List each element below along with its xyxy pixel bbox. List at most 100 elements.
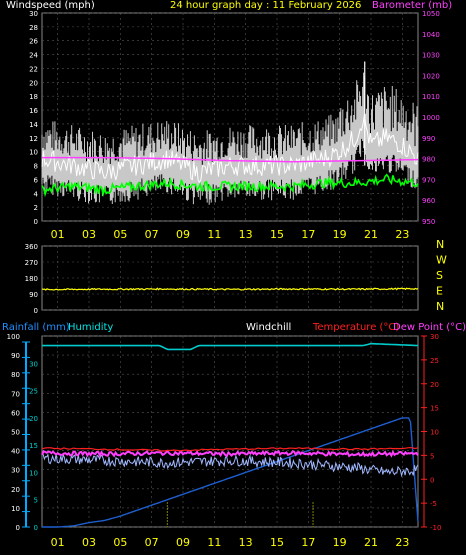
humidity-tick-label: 20 — [11, 486, 20, 494]
rain-tick-label: 20 — [29, 415, 38, 423]
humidity-tick-label: 40 — [11, 448, 20, 456]
windspeed-line — [41, 114, 419, 184]
direction-tick-label: 90 — [29, 291, 38, 299]
humidity-tick-label: 70 — [11, 390, 20, 398]
avg-windspeed-line — [41, 173, 419, 198]
wind-tick-label: 2 — [34, 204, 38, 212]
wind-tick-label: 20 — [29, 79, 38, 87]
wind-tick-label: 12 — [29, 135, 38, 143]
dewpoint-line — [41, 449, 419, 459]
rain-tick-label: 0 — [34, 524, 38, 532]
temp-tick-label: 10 — [430, 429, 439, 437]
wind-panel-hour-label: 19 — [333, 228, 347, 241]
temperature-label: Temperature (°C) — [312, 322, 399, 333]
baro-tick-label: 980 — [422, 156, 435, 164]
wind-panel-hour-label: 11 — [207, 228, 221, 241]
temp-tick-label: 5 — [430, 452, 434, 460]
humidity-tick-label: 100 — [7, 333, 20, 341]
wind-panel-hour-label: 07 — [145, 228, 159, 241]
humidity-tick-label: 10 — [11, 505, 20, 513]
temp-panel-hour-label: 21 — [364, 536, 378, 549]
baro-tick-label: 1040 — [422, 31, 440, 39]
wind-tick-label: 28 — [29, 24, 38, 32]
baro-tick-label: 970 — [422, 176, 435, 184]
humidity-tick-label: 30 — [11, 467, 20, 475]
wind-tick-label: 16 — [29, 107, 38, 115]
baro-tick-label: 990 — [422, 135, 435, 143]
compass-letter: N — [436, 238, 444, 251]
baro-tick-label: 1050 — [422, 10, 440, 18]
direction-tick-label: 270 — [25, 259, 38, 267]
temp-panel-hour-label: 23 — [395, 536, 409, 549]
temp-tick-label: -10 — [430, 524, 441, 532]
baro-tick-label: 1020 — [422, 72, 440, 80]
wind-panel-hour-label: 15 — [270, 228, 284, 241]
rainfall-label: Rainfall (mm) — [2, 322, 70, 333]
temp-tick-label: 20 — [430, 381, 439, 389]
wind-panel-hour-label: 03 — [82, 228, 96, 241]
barometer-label: Barometer (mb) — [372, 0, 452, 11]
barometer-line — [42, 156, 419, 163]
wind-tick-label: 24 — [29, 52, 38, 60]
wind-tick-label: 22 — [29, 65, 38, 73]
temp-panel-hour-label: 09 — [176, 536, 190, 549]
compass-letter: S — [436, 269, 443, 282]
wind-direction-line — [41, 287, 419, 291]
wind-panel-hour-label: 17 — [301, 228, 315, 241]
temp-panel-hour-label: 07 — [145, 536, 159, 549]
baro-tick-label: 1010 — [422, 93, 440, 101]
graph-title: 24 hour graph day : 11 February 2026 — [170, 0, 361, 11]
wind-panel-hour-label: 01 — [51, 228, 65, 241]
temp-tick-label: 15 — [430, 405, 439, 413]
rainfall-line — [42, 417, 419, 528]
baro-tick-label: 1030 — [422, 52, 440, 60]
temp-tick-label: 0 — [430, 476, 434, 484]
compass-letter: N — [436, 300, 444, 313]
rain-tick-label: 25 — [29, 388, 38, 396]
direction-tick-label: 360 — [25, 243, 38, 251]
wind-tick-label: 4 — [34, 190, 39, 198]
wind-tick-label: 6 — [34, 176, 39, 184]
humidity-label: Humidity — [68, 322, 113, 333]
windchill-label: Windchill — [246, 322, 291, 333]
temp-panel-hour-label: 13 — [239, 536, 253, 549]
rain-tick-label: 30 — [29, 360, 38, 368]
wind-panel-hour-label: 21 — [364, 228, 378, 241]
humidity-tick-label: 0 — [16, 524, 20, 532]
temperature-line — [41, 447, 419, 452]
direction-panel-frame — [41, 245, 419, 311]
wind-tick-label: 18 — [29, 93, 38, 101]
temp-panel-frame — [41, 335, 419, 528]
temp-panel-hour-label: 19 — [333, 536, 347, 549]
temp-panel-hour-label: 15 — [270, 536, 284, 549]
temp-panel-hour-label: 11 — [207, 536, 221, 549]
windspeed-label: Windspeed (mph) — [6, 0, 95, 11]
temp-panel-hour-label: 01 — [51, 536, 65, 549]
wind-tick-label: 10 — [29, 149, 38, 157]
rain-tick-label: 10 — [29, 469, 38, 477]
temp-panel-hour-label: 17 — [301, 536, 315, 549]
wind-panel-hour-label: 05 — [113, 228, 127, 241]
humidity-tick-label: 50 — [11, 429, 20, 437]
rain-tick-label: 15 — [29, 442, 38, 450]
baro-tick-label: 1000 — [422, 114, 440, 122]
dewpoint-label: Dew Point (°C) — [393, 322, 466, 333]
humidity-tick-label: 60 — [11, 409, 20, 417]
wind-tick-label: 0 — [34, 218, 38, 226]
humidity-tick-label: 80 — [11, 371, 20, 379]
wind-tick-label: 14 — [29, 121, 38, 129]
temp-panel-hour-label: 03 — [82, 536, 96, 549]
compass-letter: W — [436, 254, 447, 267]
wind-tick-label: 26 — [29, 38, 38, 46]
wind-panel-hour-label: 09 — [176, 228, 190, 241]
rain-tick-label: 5 — [34, 497, 38, 505]
compass-letter: E — [436, 285, 443, 298]
wind-panel-hour-label: 13 — [239, 228, 253, 241]
baro-tick-label: 950 — [422, 218, 435, 226]
temp-tick-label: 30 — [430, 333, 439, 341]
direction-tick-label: 180 — [25, 275, 38, 283]
temp-tick-label: -5 — [430, 500, 437, 508]
wind-tick-label: 30 — [29, 10, 38, 18]
